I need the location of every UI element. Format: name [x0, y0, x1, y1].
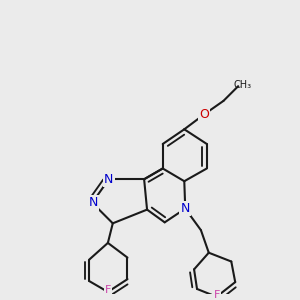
Text: CH₃: CH₃: [233, 80, 252, 90]
Text: F: F: [213, 290, 220, 300]
Text: O: O: [199, 108, 209, 121]
Text: N: N: [104, 173, 113, 186]
Text: N: N: [88, 196, 98, 209]
Text: F: F: [105, 285, 111, 296]
Text: N: N: [181, 202, 190, 215]
